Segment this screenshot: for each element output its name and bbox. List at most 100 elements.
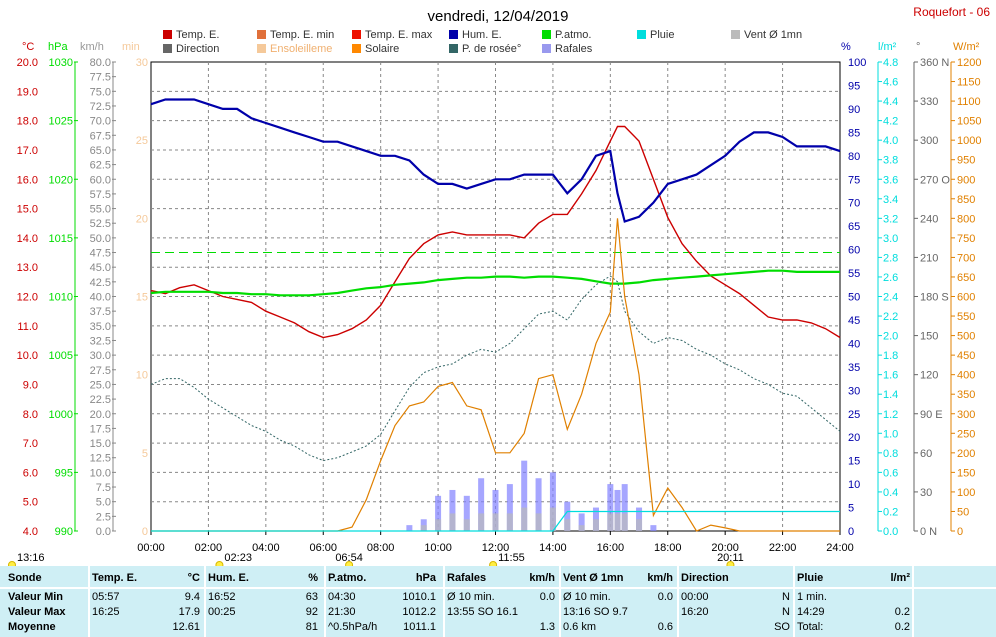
minutes-tick-label: 5 [142, 448, 148, 460]
rain-tick-label: 0.2 [883, 506, 898, 518]
solar-tick-label: 1200 [957, 57, 981, 69]
humidity-tick-label: 5 [848, 503, 854, 515]
wind-tick-label: 60.0 [90, 174, 111, 186]
wind-tick-label: 67.5 [90, 130, 111, 142]
table-cell-value: 12.61 [172, 621, 200, 633]
wind-tick-label: 2.5 [96, 511, 111, 523]
wind-unit: km/h [80, 41, 104, 53]
solar-tick-label: 600 [957, 292, 975, 304]
table-cell-label: 00:25 [208, 606, 236, 618]
table-cell-value: N [782, 606, 790, 618]
temp-tick-label: 11.0 [17, 321, 38, 333]
time-tick-label: 02:00 [195, 542, 223, 554]
sun-event-marker [8, 561, 16, 566]
table-cell-label: 1 min. [797, 591, 827, 603]
table-column-title: Vent Ø 1mn [563, 572, 624, 584]
wind-bar [564, 519, 571, 531]
temp-tick-label: 18.0 [17, 116, 38, 128]
humidity-tick-label: 45 [848, 315, 860, 327]
wind-tick-label: 32.5 [90, 335, 111, 347]
temp-tick-label: 16.0 [17, 174, 38, 186]
temp-tick-label: 5.0 [23, 497, 38, 509]
table-column-title: Rafales [447, 572, 487, 584]
wind-tick-label: 42.5 [90, 277, 111, 289]
table-cell-value: SO [774, 621, 790, 633]
time-tick-label: 10:00 [424, 542, 452, 554]
solar-tick-label: 300 [957, 409, 975, 421]
minutes-tick-label: 30 [136, 57, 148, 69]
wind-bar [535, 478, 542, 531]
solar-tick-label: 950 [957, 155, 975, 167]
solar-tick-label: 200 [957, 448, 975, 460]
pressure-tick-label: 1025 [49, 116, 73, 128]
wind-tick-label: 70.0 [90, 116, 111, 128]
rain-tick-label: 1.0 [883, 428, 898, 440]
table-cell-label: 04:30 [328, 591, 356, 603]
time-tick-label: 18:00 [654, 542, 682, 554]
rain-tick-label: 2.4 [883, 292, 898, 304]
legend-label: P.atmo. [555, 29, 592, 41]
humidity-tick-label: 50 [848, 292, 860, 304]
temp-tick-label: 10.0 [17, 350, 38, 362]
temp-tick-label: 20.0 [17, 57, 38, 69]
wind-bar [492, 513, 499, 531]
wind-bar [621, 513, 628, 531]
wind-bar [549, 472, 556, 531]
time-tick-label: 12:00 [482, 542, 510, 554]
legend-label: Hum. E. [462, 29, 502, 41]
temp-tick-label: 12.0 [17, 292, 38, 304]
direction-tick-label: 300 [920, 135, 938, 147]
wind-bar [478, 478, 485, 531]
humidity-tick-label: 30 [848, 385, 860, 397]
wind-tick-label: 52.5 [90, 218, 111, 230]
solar-tick-label: 100 [957, 487, 975, 499]
table-cell-label: 0.6 km [563, 621, 597, 633]
temp-tick-label: 6.0 [23, 467, 38, 479]
humidity-tick-label: 0 [848, 526, 854, 538]
legend-label: Vent Ø 1mn [744, 29, 802, 41]
table-cell-label: ^0.5hPa/h [328, 621, 378, 633]
table-cell-label: 16:20 [681, 606, 709, 618]
wind-tick-label: 80.0 [90, 57, 111, 69]
table-cell-value: 1.3 [539, 621, 555, 633]
table-column-unit: hPa [415, 572, 436, 584]
direction-tick-label: 150 [920, 331, 938, 343]
table-column-unit: °C [187, 572, 200, 584]
wind-bar [614, 489, 621, 531]
table-column-separator [204, 566, 206, 637]
minutes-tick-label: 15 [136, 292, 148, 304]
table-column-unit: km/h [529, 572, 555, 584]
table-column-separator [559, 566, 561, 637]
direction-tick-label: 30 [920, 487, 932, 499]
humidity-tick-label: 85 [848, 127, 860, 139]
wind-tick-label: 25.0 [90, 379, 111, 391]
wind-tick-label: 22.5 [90, 394, 111, 406]
table-cell-value: 92 [305, 606, 318, 618]
table-row-label: Valeur Min [8, 591, 64, 603]
solar-tick-label: 800 [957, 213, 975, 225]
wind-tick-label: 72.5 [90, 101, 111, 113]
humidity-unit: % [841, 41, 851, 53]
time-tick-label: 14:00 [539, 542, 567, 554]
wind-tick-label: 30.0 [90, 350, 111, 362]
humidity-tick-label: 35 [848, 362, 860, 374]
direction-tick-label: 270 O [920, 174, 950, 186]
table-column-title: Direction [681, 572, 729, 584]
rain-tick-label: 1.8 [883, 350, 898, 362]
sun-event-time: 13:16 [17, 552, 45, 564]
rain-tick-label: 1.6 [883, 370, 898, 382]
wind-tick-label: 62.5 [90, 160, 111, 172]
rain-tick-label: 2.8 [883, 252, 898, 264]
wind-tick-label: 65.0 [90, 145, 111, 157]
legend: Temp. E. Temp. E. min Temp. E. max Hum. E. P… [163, 29, 802, 55]
wind-bar [521, 460, 528, 531]
table-column-separator [324, 566, 326, 637]
legend-label: Temp. E. max [365, 29, 433, 41]
table-row-label: Moyenne [8, 621, 56, 633]
pressure-tick-label: 1030 [49, 57, 73, 69]
sun-moon-events: 13:16 02:23 06:54 11:55 20:11 [8, 552, 744, 566]
wind-bar [506, 513, 513, 531]
rain-unit: l/m² [878, 41, 897, 53]
sun-event-marker [215, 561, 224, 566]
solar-tick-label: 900 [957, 174, 975, 186]
